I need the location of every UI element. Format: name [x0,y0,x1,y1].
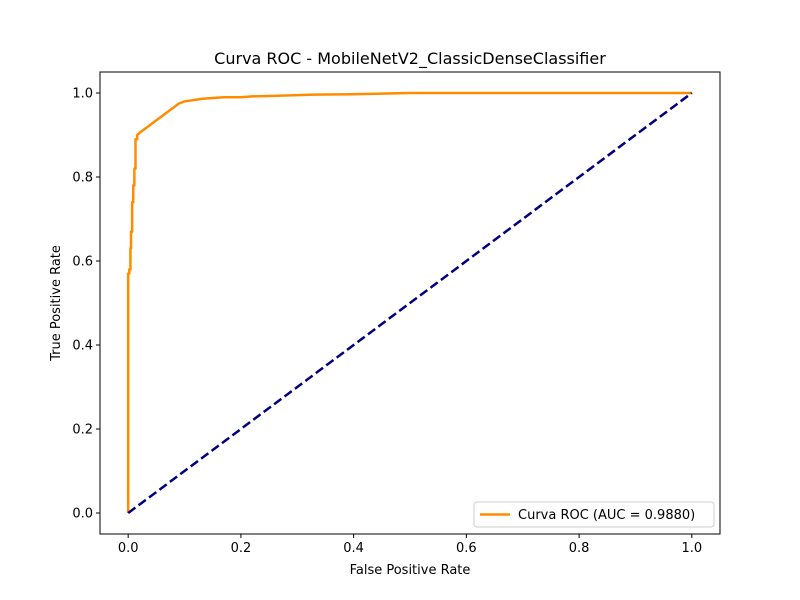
x-tick-label: 0.4 [343,541,364,556]
series-layer [126,91,693,515]
legend-frame [473,501,715,528]
x-tick-label: 0.0 [118,541,139,556]
x-axis-label: False Positive Rate [350,563,471,578]
roc-curve [126,91,692,513]
y-tick-label: 0.6 [72,255,93,270]
legend-label-roc: Curva ROC (AUC = 0.9880) [518,508,695,523]
x-tick-label: 0.8 [569,541,590,556]
chance-diagonal-line [127,91,693,515]
legend: Curva ROC (AUC = 0.9880) [473,501,715,528]
y-tick-label: 0.8 [72,171,93,186]
x-tick-label: 1.0 [681,541,702,556]
x-axis: 0.0 0.2 0.4 0.6 0.8 1.0 [118,534,702,556]
x-tick-label: 0.6 [456,541,477,556]
x-tick-label: 0.2 [231,541,252,556]
y-tick-label: 0.4 [72,339,93,354]
y-tick-label: 0.2 [72,423,93,438]
plot-area-frame [99,71,721,535]
y-tick-label: 0.0 [72,507,93,522]
y-axis-label: True Positive Rate [49,245,64,362]
chart-title: Curva ROC - MobileNetV2_ClassicDenseClas… [214,49,606,69]
y-axis: 0.0 0.2 0.4 0.6 0.8 1.0 [72,87,100,522]
y-tick-label: 1.0 [72,87,93,102]
